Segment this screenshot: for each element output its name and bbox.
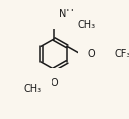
Text: O: O [87,49,95,59]
Text: O: O [50,78,58,88]
Text: CF₃: CF₃ [114,49,129,59]
Text: CH₃: CH₃ [77,20,95,30]
Text: NH: NH [59,9,74,19]
Text: CH₃: CH₃ [24,84,42,94]
